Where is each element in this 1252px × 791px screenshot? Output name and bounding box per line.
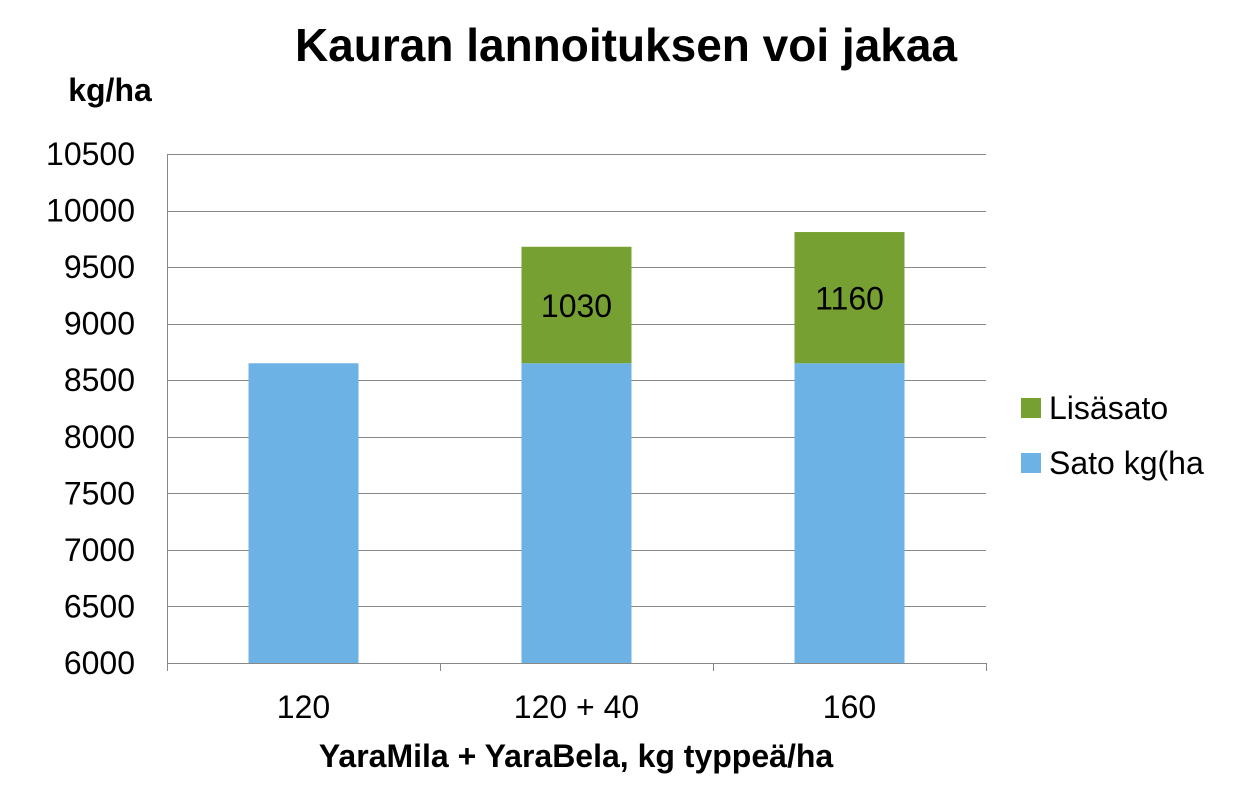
legend-label: Lisäsato — [1049, 390, 1168, 426]
bar-sato — [248, 363, 359, 663]
y-tick-label: 7500 — [64, 475, 135, 511]
y-tick-labels: 6000 6500 7000 7500 8000 8500 9000 9500 10000 105… — [46, 136, 135, 681]
y-tick-label: 9500 — [64, 249, 135, 285]
data-label: 1030 — [541, 288, 612, 324]
y-tick-label: 6000 — [64, 645, 135, 681]
x-tick-label: 120 + 40 — [514, 689, 639, 725]
data-label: 1160 — [815, 281, 884, 317]
bar-sato — [794, 363, 905, 663]
y-tick-label: 10000 — [46, 193, 135, 229]
legend-label: Sato kg(ha — [1049, 445, 1204, 481]
x-tick-label: 120 — [277, 689, 330, 725]
y-tick-label: 9000 — [64, 306, 135, 342]
bar-lisasato — [521, 246, 632, 364]
axes — [167, 154, 987, 671]
x-tick-labels: 120 120 + 40 160 — [277, 689, 876, 725]
bar-lisasato — [794, 232, 905, 364]
legend: Lisäsato Sato kg(ha — [1021, 390, 1204, 481]
x-axis-title: YaraMila + YaraBela, kg typpeä/ha — [319, 738, 834, 774]
y-tick-label: 7000 — [64, 532, 135, 568]
legend-swatch — [1021, 453, 1041, 473]
x-tick-label: 160 — [823, 689, 876, 725]
y-tick-label: 10500 — [46, 136, 135, 172]
legend-swatch — [1021, 398, 1041, 418]
y-tick-label: 6500 — [64, 588, 135, 624]
y-tick-label: 8500 — [64, 362, 135, 398]
bar-sato — [521, 363, 632, 663]
y-axis-title: kg/ha — [68, 72, 152, 108]
bars — [248, 232, 905, 663]
data-labels: 1030 1160 — [541, 281, 884, 324]
y-tick-label: 8000 — [64, 419, 135, 455]
chart-title: Kauran lannoituksen voi jakaa — [294, 19, 958, 71]
